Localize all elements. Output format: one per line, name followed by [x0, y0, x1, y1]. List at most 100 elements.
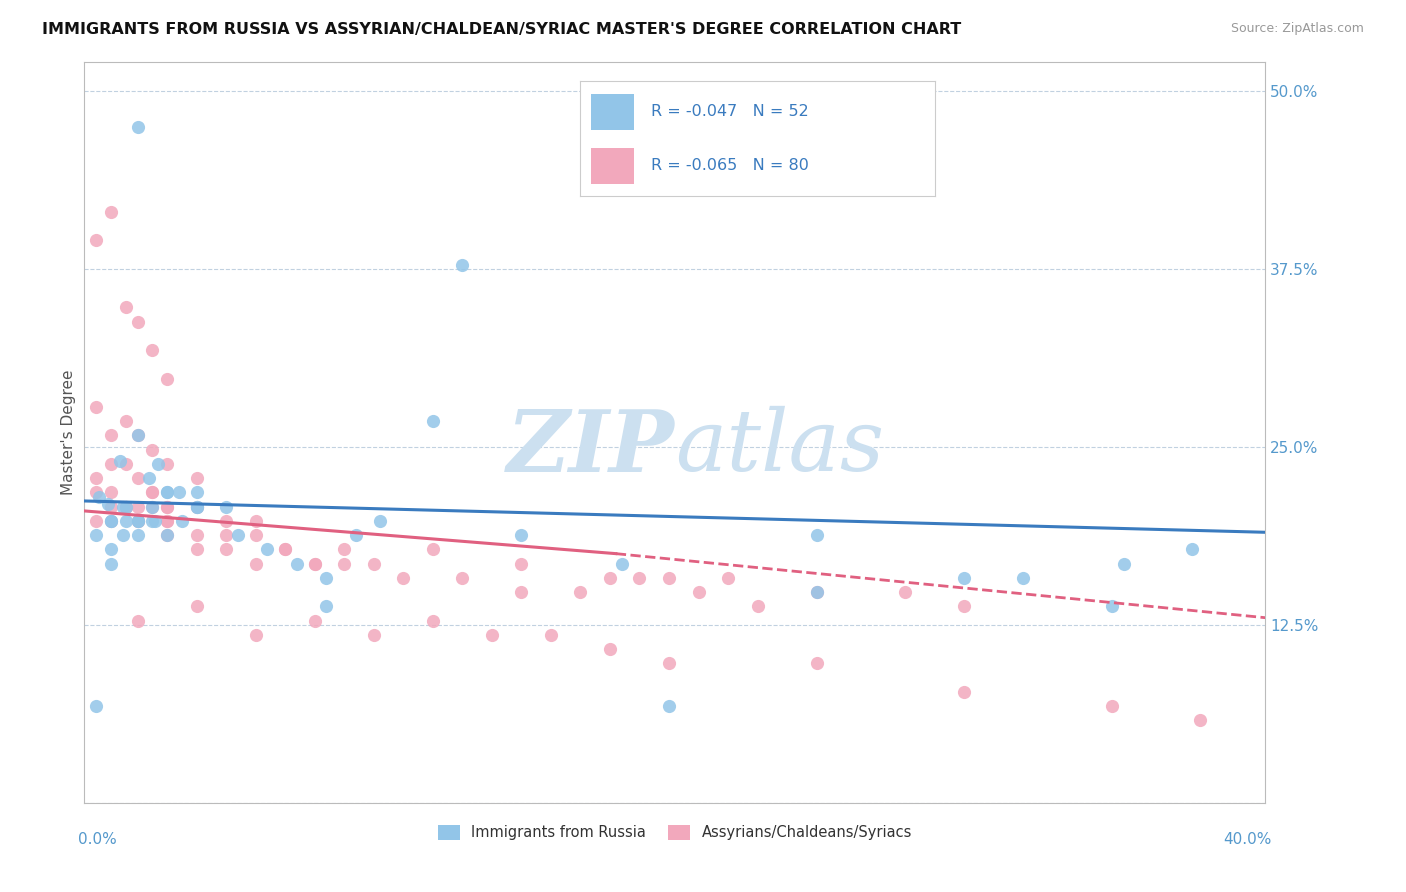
- Point: [363, 628, 385, 642]
- Point: [156, 528, 179, 542]
- Point: [245, 528, 267, 542]
- Point: [953, 599, 976, 614]
- Point: [84, 698, 107, 713]
- Point: [510, 557, 533, 571]
- Point: [127, 514, 149, 528]
- Point: [1181, 542, 1204, 557]
- Point: [100, 514, 122, 528]
- Point: [688, 585, 710, 599]
- Point: [274, 542, 297, 557]
- Point: [156, 514, 179, 528]
- Point: [806, 585, 828, 599]
- Point: [111, 500, 134, 514]
- Point: [141, 485, 163, 500]
- Point: [953, 685, 976, 699]
- Point: [451, 258, 474, 272]
- Point: [215, 528, 238, 542]
- Point: [599, 642, 621, 657]
- Point: [628, 571, 651, 585]
- Point: [100, 557, 122, 571]
- Point: [114, 514, 136, 528]
- Point: [108, 454, 131, 468]
- Point: [245, 628, 267, 642]
- Point: [1012, 571, 1035, 585]
- Point: [111, 528, 134, 542]
- Point: [156, 457, 179, 471]
- Text: Source: ZipAtlas.com: Source: ZipAtlas.com: [1230, 22, 1364, 36]
- Text: 0.0%: 0.0%: [79, 832, 117, 847]
- Point: [127, 514, 149, 528]
- Point: [658, 657, 681, 671]
- Point: [481, 628, 503, 642]
- Point: [156, 528, 179, 542]
- Y-axis label: Master's Degree: Master's Degree: [60, 370, 76, 495]
- Point: [540, 628, 562, 642]
- Point: [304, 614, 326, 628]
- Point: [186, 542, 208, 557]
- Point: [84, 471, 107, 485]
- Point: [156, 500, 179, 514]
- Point: [114, 500, 136, 514]
- Point: [141, 343, 163, 357]
- Point: [156, 371, 179, 385]
- Point: [167, 485, 190, 500]
- Point: [717, 571, 740, 585]
- Point: [84, 485, 107, 500]
- Point: [141, 514, 163, 528]
- Point: [1189, 713, 1212, 727]
- Point: [127, 514, 149, 528]
- Point: [368, 514, 391, 528]
- Point: [569, 585, 592, 599]
- Legend: Immigrants from Russia, Assyrians/Chaldeans/Syriacs: Immigrants from Russia, Assyrians/Chalde…: [430, 817, 920, 847]
- Point: [100, 428, 122, 442]
- Point: [747, 599, 769, 614]
- Text: atlas: atlas: [675, 406, 884, 489]
- Point: [127, 428, 149, 442]
- Point: [510, 528, 533, 542]
- Point: [894, 585, 917, 599]
- Point: [141, 485, 163, 500]
- Point: [806, 528, 828, 542]
- Point: [170, 514, 193, 528]
- Point: [148, 457, 170, 471]
- Point: [84, 400, 107, 414]
- Point: [344, 528, 367, 542]
- Point: [127, 314, 149, 328]
- Point: [100, 514, 122, 528]
- Point: [141, 500, 163, 514]
- Point: [1101, 599, 1123, 614]
- Point: [215, 514, 238, 528]
- Point: [84, 234, 107, 248]
- Point: [658, 698, 681, 713]
- Point: [304, 557, 326, 571]
- Point: [156, 500, 179, 514]
- Point: [186, 485, 208, 500]
- Point: [274, 542, 297, 557]
- Point: [114, 500, 136, 514]
- Point: [215, 500, 238, 514]
- Point: [127, 500, 149, 514]
- Point: [141, 442, 163, 457]
- Point: [186, 500, 208, 514]
- Point: [100, 500, 122, 514]
- Point: [186, 471, 208, 485]
- Point: [100, 485, 122, 500]
- Point: [422, 614, 444, 628]
- Point: [127, 514, 149, 528]
- Point: [658, 571, 681, 585]
- Point: [1101, 698, 1123, 713]
- Point: [97, 497, 120, 511]
- Point: [392, 571, 415, 585]
- Point: [806, 657, 828, 671]
- Text: ZIP: ZIP: [508, 406, 675, 489]
- Point: [186, 599, 208, 614]
- Point: [245, 514, 267, 528]
- Point: [245, 557, 267, 571]
- Point: [1112, 557, 1135, 571]
- Point: [806, 585, 828, 599]
- Point: [451, 571, 474, 585]
- Point: [510, 585, 533, 599]
- Point: [141, 500, 163, 514]
- Point: [315, 571, 337, 585]
- Point: [100, 205, 122, 219]
